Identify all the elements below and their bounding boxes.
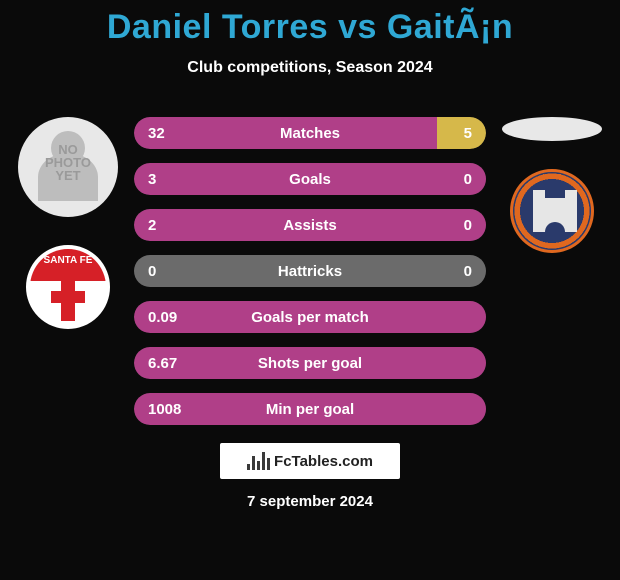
right-player-column: ICO F	[492, 117, 612, 253]
stat-bar: 3Goals0	[134, 163, 486, 195]
brand-badge: FcTables.com	[220, 443, 400, 479]
stats-bars: 32Matches53Goals02Assists00Hattricks00.0…	[128, 117, 492, 425]
no-photo-text: NOPHOTOYET	[45, 143, 91, 182]
stat-label: Assists	[134, 217, 486, 234]
badge-cross-icon	[61, 281, 75, 321]
stat-label: Shots per goal	[134, 355, 486, 372]
comparison-subtitle: Club competitions, Season 2024	[0, 59, 620, 77]
bars-chart-icon	[247, 452, 270, 470]
player-photo-left: NOPHOTOYET	[18, 117, 118, 217]
stat-bar: 1008Min per goal	[134, 393, 486, 425]
stat-value-right: 0	[464, 171, 472, 188]
stat-label: Hattricks	[134, 263, 486, 280]
comparison-title: Daniel Torres vs GaitÃ¡n	[0, 0, 620, 47]
club-badge-left: SANTA FE	[26, 245, 110, 329]
stat-value-right: 5	[464, 125, 472, 142]
stat-value-right: 0	[464, 263, 472, 280]
content-grid: NOPHOTOYET SANTA FE 32Matches5 3Goals0 2As…	[0, 117, 620, 425]
castle-arch-icon	[545, 222, 565, 238]
stat-label: Matches	[134, 125, 486, 142]
stat-bar: 0Hattricks0	[134, 255, 486, 287]
badge-right-toptext: ICO F	[513, 174, 591, 181]
badge-left-label: SANTA FE	[30, 255, 106, 266]
stat-value-right: 0	[464, 217, 472, 234]
stat-bar: 2Assists0	[134, 209, 486, 241]
stat-label: Goals	[134, 171, 486, 188]
stat-label: Min per goal	[134, 401, 486, 418]
brand-text: FcTables.com	[274, 453, 373, 470]
left-player-column: NOPHOTOYET SANTA FE	[8, 117, 128, 329]
stat-bar: 32Matches5	[134, 117, 486, 149]
stat-bar: 6.67Shots per goal	[134, 347, 486, 379]
stat-bar: 0.09Goals per match	[134, 301, 486, 333]
comparison-date: 7 september 2024	[0, 493, 620, 510]
player-photo-right	[502, 117, 602, 141]
stat-label: Goals per match	[134, 309, 486, 326]
club-badge-right: ICO F	[510, 169, 594, 253]
